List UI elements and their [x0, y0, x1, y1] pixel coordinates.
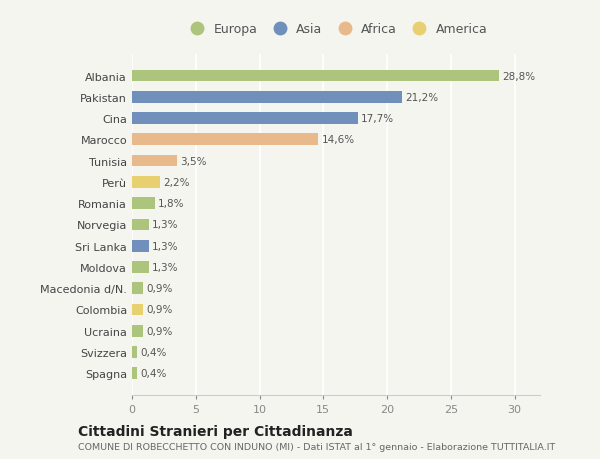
Bar [132, 71, 499, 82]
Text: 21,2%: 21,2% [406, 93, 439, 102]
Text: 0,4%: 0,4% [140, 369, 167, 379]
Text: 0,4%: 0,4% [140, 347, 167, 357]
Text: Cittadini Stranieri per Cittadinanza: Cittadini Stranieri per Cittadinanza [78, 425, 353, 438]
Bar [132, 156, 176, 167]
Bar [132, 241, 149, 252]
Legend: Europa, Asia, Africa, America: Europa, Asia, Africa, America [182, 21, 490, 39]
Text: 0,9%: 0,9% [146, 305, 173, 315]
Text: 2,2%: 2,2% [163, 178, 190, 187]
Text: 0,9%: 0,9% [146, 326, 173, 336]
Bar [132, 134, 318, 146]
Bar [132, 368, 137, 379]
Bar [132, 219, 149, 231]
Bar [132, 304, 143, 316]
Bar [132, 262, 149, 273]
Text: COMUNE DI ROBECCHETTO CON INDUNO (MI) - Dati ISTAT al 1° gennaio - Elaborazione : COMUNE DI ROBECCHETTO CON INDUNO (MI) - … [78, 442, 555, 451]
Text: 0,9%: 0,9% [146, 284, 173, 294]
Text: 1,3%: 1,3% [152, 263, 178, 272]
Text: 1,3%: 1,3% [152, 241, 178, 251]
Text: 17,7%: 17,7% [361, 114, 394, 124]
Text: 3,5%: 3,5% [180, 156, 206, 166]
Bar [132, 198, 155, 209]
Text: 1,8%: 1,8% [158, 199, 185, 209]
Bar [132, 347, 137, 358]
Bar [132, 325, 143, 337]
Text: 14,6%: 14,6% [322, 135, 355, 145]
Text: 28,8%: 28,8% [502, 71, 536, 81]
Bar [132, 92, 403, 103]
Text: 1,3%: 1,3% [152, 220, 178, 230]
Bar [132, 177, 160, 188]
Bar [132, 283, 143, 294]
Bar [132, 113, 358, 125]
